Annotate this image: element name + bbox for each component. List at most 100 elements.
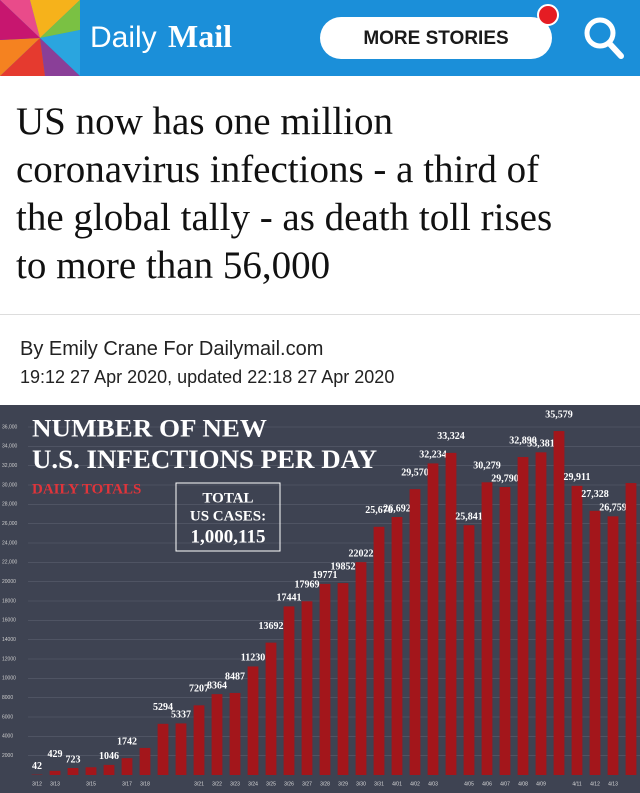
logo-icon (0, 0, 80, 76)
byline: By Emily Crane For Dailymail.com (20, 338, 324, 360)
data-label: 19852 (331, 561, 356, 572)
data-label: 8364 (207, 680, 227, 691)
y-tick-label: 4000 (2, 734, 13, 740)
data-label: 29,911 (564, 472, 591, 483)
bar (373, 526, 385, 775)
headline: US now has one million coronavirus infec… (16, 98, 636, 290)
y-tick-label: 20000 (2, 579, 16, 585)
header-graphics: Daily Mail MORE STORIES (0, 0, 624, 76)
data-label: 32,890 (509, 435, 537, 446)
headline-line: the global tally - as death toll rises (16, 196, 553, 239)
total-box-value: 1,000,115 (191, 526, 266, 547)
y-tick-label: 12000 (2, 656, 16, 662)
x-tick-label: 3/13 (50, 781, 60, 787)
bar (301, 601, 313, 775)
header: Daily Mail MORE STORIES (0, 0, 640, 76)
data-label: 1046 (99, 751, 119, 762)
y-tick-label: 10000 (2, 676, 16, 682)
data-label: 33,324 (437, 431, 465, 442)
data-label: 42 (32, 761, 42, 772)
more-stories-button[interactable] (320, 17, 552, 59)
plot: 2000 4000 6000 8000 10000 12000 14000 16000 1800… (2, 409, 640, 787)
data-label: 29,790 (491, 473, 519, 484)
bar (193, 705, 205, 775)
brand-bold: Mail (168, 18, 232, 54)
x-tick-label: 3/21 (194, 781, 204, 787)
total-box-text: US CASES: (190, 508, 266, 524)
data-label: 29,570 (401, 467, 429, 478)
data-label: 17969 (295, 580, 320, 591)
data-label: 5337 (171, 710, 191, 721)
bar (175, 723, 187, 775)
bar (535, 452, 547, 775)
bar (337, 583, 349, 775)
chart: 2000 4000 6000 8000 10000 12000 14000 16000 1800… (0, 405, 640, 793)
data-label: 11230 (241, 653, 265, 664)
bar (49, 770, 61, 775)
x-tick-label: 3/31 (374, 781, 384, 787)
bar (103, 764, 115, 775)
y-tick-label: 30,000 (2, 482, 18, 488)
bar (607, 516, 619, 775)
x-tick-label: 3/24 (248, 781, 258, 787)
x-tick-label: 4/12 (590, 781, 600, 787)
y-tick-label: 26,000 (2, 521, 18, 527)
data-label: 25,841 (455, 512, 483, 523)
bar (571, 485, 583, 775)
bar (355, 562, 367, 775)
data-label: 19771 (313, 570, 338, 581)
headline-line: coronavirus infections - a third of (16, 148, 540, 191)
bar (589, 510, 601, 775)
x-tick-label: 3/27 (302, 781, 312, 787)
y-tick-label: 2000 (2, 753, 13, 759)
bar (211, 694, 223, 775)
data-label: 7207 (189, 684, 209, 695)
x-tick-label: 4/13 (608, 781, 618, 787)
x-tick-label: 4/09 (536, 781, 546, 787)
y-tick-label: 8000 (2, 695, 13, 701)
total-box (175, 482, 281, 552)
x-tick-label: 3/15 (86, 781, 96, 787)
bar (157, 723, 169, 775)
data-label: 25,676 (365, 505, 393, 516)
x-tick-label: 3/26 (284, 781, 294, 787)
x-tick-label: 3/12 (32, 781, 42, 787)
bar (247, 666, 259, 775)
bar (553, 431, 565, 775)
x-tick-label: 3/28 (320, 781, 330, 787)
chart-title: U.S. INFECTIONS PER DAY (32, 445, 377, 474)
x-tick-label: 4/08 (518, 781, 528, 787)
bar (319, 583, 331, 775)
x-tick-label: 4/02 (410, 781, 420, 787)
x-tick-label: 4/07 (500, 781, 510, 787)
data-label: 5294 (153, 702, 173, 713)
data-label: 33,381 (527, 439, 555, 450)
chart-subtitle: DAILY TOTALS (32, 481, 141, 497)
search-icon[interactable] (584, 17, 624, 59)
bar (265, 642, 277, 775)
bar (85, 767, 97, 775)
bar (499, 487, 511, 775)
x-tick-label: 3/17 (122, 781, 132, 787)
divider (0, 314, 640, 315)
y-tick-label: 6000 (2, 714, 13, 720)
data-label: 429 (48, 749, 63, 760)
headline-line: to more than 56,000 (16, 244, 331, 287)
y-tick-label: 32,000 (2, 463, 18, 469)
x-tick-label: 4/06 (482, 781, 492, 787)
data-label: 8487 (225, 671, 245, 682)
bar (427, 463, 439, 775)
more-stories-label[interactable]: MORE STORIES (363, 28, 508, 49)
data-label: 723 (66, 754, 81, 765)
chart-title: NUMBER OF NEW (32, 416, 267, 443)
bar (121, 758, 133, 775)
x-tick-label: 4/05 (464, 781, 474, 787)
total-box-text: TOTAL (202, 490, 253, 506)
y-tick-label: 16000 (2, 618, 16, 624)
headline-line: US now has one million (16, 100, 393, 143)
x-tick-label: 4/03 (428, 781, 438, 787)
y-tick-label: 24,000 (2, 540, 18, 546)
notification-dot (537, 4, 559, 26)
data-label: 35,579 (545, 409, 573, 420)
